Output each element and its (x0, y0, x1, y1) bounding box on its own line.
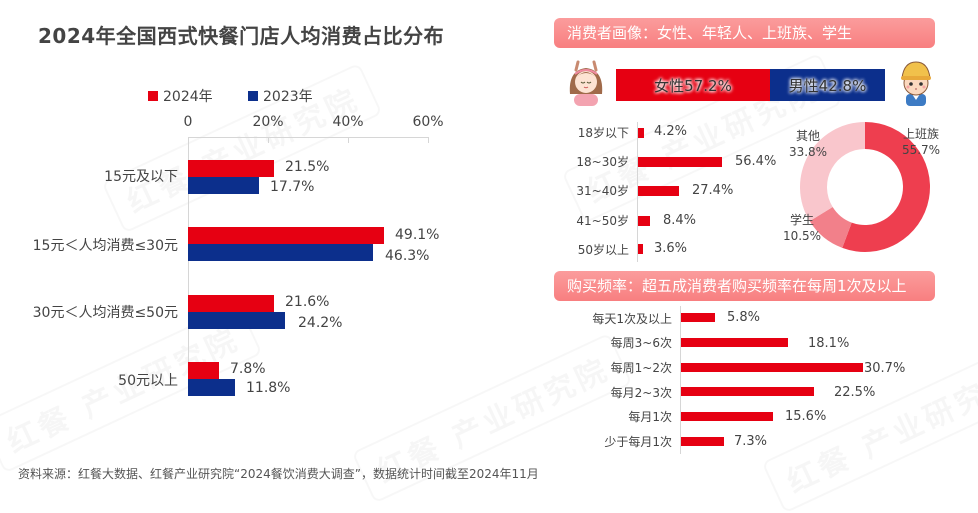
age-value: 27.4% (692, 183, 734, 198)
category-label: 15元＜人均消费≤30元 (32, 238, 178, 254)
y-axis-line (188, 137, 189, 385)
value-label: 24.2% (298, 315, 343, 331)
bar-2024 (188, 362, 219, 379)
donut-label-student: 学生 10.5% (782, 213, 822, 243)
value-label: 46.3% (385, 248, 430, 264)
age-value: 56.4% (735, 154, 777, 169)
x-tick: 60% (412, 114, 444, 130)
value-label: 11.8% (246, 380, 291, 396)
frequency-label: 每月1次 (628, 410, 672, 424)
legend-label: 2023年 (263, 89, 313, 105)
frequency-header: 购买频率：超五成消费者购买频率在每周1次及以上 (554, 271, 935, 301)
category-label: 15元及以下 (104, 169, 178, 185)
chart-title: 2024年全国西式快餐门店人均消费占比分布 (38, 24, 445, 48)
frequency-bar (681, 387, 814, 396)
age-label: 50岁以上 (577, 243, 629, 257)
x-tick-mark (348, 137, 349, 143)
category-label: 50元以上 (118, 373, 178, 389)
category-label: 30元＜人均消费≤50元 (32, 305, 178, 321)
x-axis-line (188, 137, 428, 138)
bar-2023 (188, 244, 373, 261)
donut-label-other: 其他 33.8% (788, 129, 828, 159)
x-tick-mark (428, 137, 429, 143)
boy-avatar-icon (901, 61, 931, 106)
bar-2023 (188, 177, 259, 194)
age-label: 18~30岁 (576, 155, 629, 169)
age-label: 41~50岁 (576, 214, 629, 228)
frequency-bar (681, 363, 863, 372)
legend-swatch (148, 91, 158, 101)
donut-slice-other (800, 122, 865, 222)
frequency-value: 5.8% (727, 310, 761, 325)
value-label: 7.8% (230, 361, 266, 377)
x-tick: 40% (332, 114, 364, 130)
donut-slice-office (842, 122, 931, 252)
age-bar (638, 157, 722, 167)
occupation-donut (800, 122, 931, 252)
bar-2024 (188, 227, 384, 244)
age-bar (638, 128, 644, 138)
age-bar (638, 216, 650, 226)
legend-item-2024: 2024年 (148, 86, 213, 106)
value-label: 17.7% (270, 179, 315, 195)
age-axis-line (637, 122, 638, 262)
watermark: 红餐 产业研究院 (101, 63, 382, 234)
frequency-bar (681, 338, 788, 347)
frequency-bar (681, 313, 715, 322)
girl-avatar-icon (569, 60, 603, 106)
x-tick: 0 (183, 114, 193, 130)
donut-label-office: 上班族 55.7% (901, 127, 941, 157)
frequency-label: 少于每月1次 (604, 435, 672, 449)
frequency-label: 每天1次及以上 (592, 312, 672, 326)
age-value: 3.6% (654, 241, 688, 256)
source-note: 资料来源：红餐大数据、红餐产业研究院“2024餐饮消费大调查”，数据统计时间截至… (18, 467, 539, 481)
bar-2024 (188, 295, 274, 312)
frequency-label: 每周1~2次 (610, 361, 672, 375)
female-segment: 女性57.2% (616, 69, 770, 101)
value-label: 21.5% (285, 159, 330, 175)
legend-swatch (248, 91, 258, 101)
frequency-value: 22.5% (834, 385, 876, 400)
age-bar (638, 186, 679, 196)
frequency-axis-line (680, 306, 681, 454)
legend-label: 2024年 (163, 89, 213, 105)
donut-slice-student (809, 206, 852, 248)
gender-bar: 女性57.2% 男性42.8% (616, 69, 885, 101)
frequency-label: 每月2~3次 (610, 386, 672, 400)
x-tick: 20% (252, 114, 284, 130)
value-label: 21.6% (285, 294, 330, 310)
frequency-value: 7.3% (734, 434, 768, 449)
bar-2023 (188, 312, 285, 329)
legend-item-2023: 2023年 (248, 86, 313, 106)
age-value: 8.4% (663, 213, 697, 228)
bar-2024 (188, 160, 274, 177)
age-label: 18岁以下 (577, 126, 629, 140)
profile-header: 消费者画像：女性、年轻人、上班族、学生 (554, 18, 935, 48)
age-bar (638, 244, 643, 254)
frequency-bar (681, 412, 773, 421)
frequency-value: 18.1% (808, 336, 850, 351)
frequency-bar (681, 437, 724, 446)
x-tick-mark (268, 137, 269, 143)
frequency-value: 15.6% (785, 409, 827, 424)
frequency-value: 30.7% (864, 361, 906, 376)
age-value: 4.2% (654, 124, 688, 139)
value-label: 49.1% (395, 227, 440, 243)
age-label: 31~40岁 (576, 184, 629, 198)
male-segment: 男性42.8% (770, 69, 885, 101)
frequency-label: 每周3~6次 (610, 336, 672, 350)
bar-2023 (188, 379, 235, 396)
